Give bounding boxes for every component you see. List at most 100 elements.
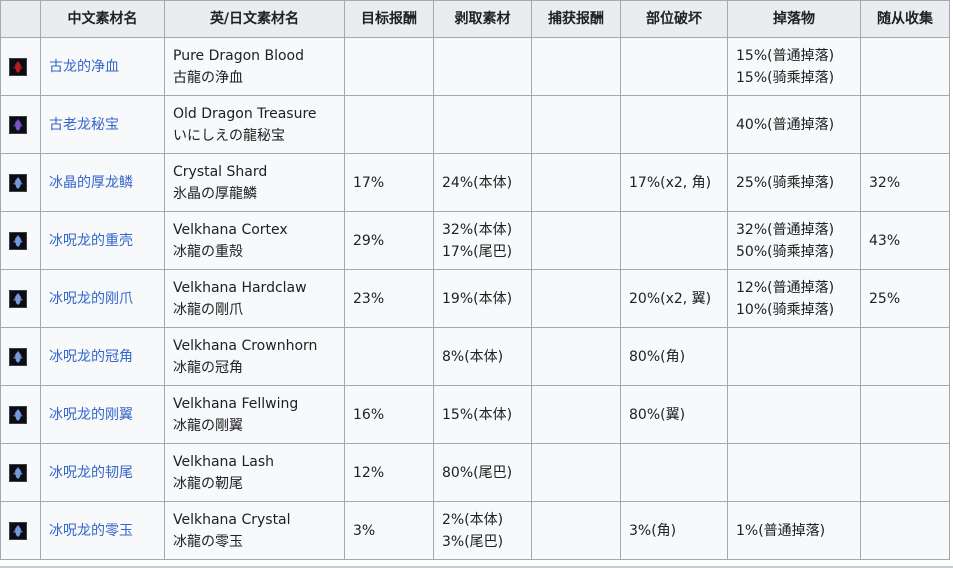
drop-cell: 40%(普通掉落) — [727, 95, 861, 154]
velkhana-fellwing-icon — [9, 405, 27, 424]
icon-cell — [0, 327, 41, 386]
palico-gather-cell — [860, 95, 950, 154]
material-link[interactable]: 冰呪龙的重壳 — [49, 232, 133, 249]
english-name: Pure Dragon Blood — [173, 47, 304, 64]
capture-reward-cell — [531, 269, 621, 328]
table-row: 冰呪龙的刚爪 Velkhana Hardclaw 冰龍の剛爪 23% 19%(本体) 20… — [0, 269, 950, 328]
capture-reward-cell — [531, 37, 621, 96]
table-body: 古龙的净血 Pure Dragon Blood 古龍の浄血 15%(普通掉落) 15%(… — [0, 37, 950, 560]
capture-reward-cell — [531, 385, 621, 444]
drop-cell-line: 25%(骑乘掉落) — [736, 174, 835, 191]
japanese-name: 冰龍の靭尾 — [173, 475, 243, 492]
zh-name-cell: 冰呪龙的韧尾 — [40, 443, 165, 502]
pure-dragon-blood-icon — [9, 57, 27, 76]
japanese-name: いにしえの龍秘宝 — [173, 127, 285, 144]
en-jp-name-cell: Velkhana Crownhorn 冰龍の冠角 — [164, 327, 345, 386]
en-jp-name-cell: Velkhana Fellwing 冰龍の剛翼 — [164, 385, 345, 444]
material-link[interactable]: 冰呪龙的刚爪 — [49, 290, 133, 307]
drop-cell: 15%(普通掉落) 15%(骑乘掉落) — [727, 37, 861, 96]
capture-reward-cell — [531, 95, 621, 154]
palico-gather-cell: 25% — [860, 269, 950, 328]
capture-reward-cell — [531, 327, 621, 386]
target-reward-cell: 3% — [344, 501, 434, 560]
drop-cell-line: 1%(普通掉落) — [736, 522, 826, 539]
icon-cell — [0, 443, 41, 502]
table-row: 冰晶的厚龙鳞 Crystal Shard 氷晶の厚龍鱗 17% 24%(本体) 17%(x… — [0, 153, 950, 212]
capture-reward-cell — [531, 211, 621, 270]
material-link[interactable]: 冰晶的厚龙鳞 — [49, 174, 133, 191]
table-row: 冰呪龙的重壳 Velkhana Cortex 冰龍の重殻 29% 32%(本体) 17%(… — [0, 211, 950, 270]
part-break-cell: 80%(翼) — [620, 385, 728, 444]
english-name: Crystal Shard — [173, 163, 268, 180]
carve-cell-line: 24%(本体) — [442, 174, 513, 191]
material-link[interactable]: 古龙的净血 — [49, 58, 119, 75]
palico-gather-cell — [860, 501, 950, 560]
japanese-name: 冰龍の重殻 — [173, 243, 243, 260]
english-name: Velkhana Lash — [173, 453, 275, 470]
material-link[interactable]: 古老龙秘宝 — [49, 116, 119, 133]
drop-cell — [727, 385, 861, 444]
header-zh-name: 中文素材名 — [40, 0, 165, 38]
en-jp-name-cell: Velkhana Hardclaw 冰龍の剛爪 — [164, 269, 345, 328]
target-reward-cell — [344, 327, 434, 386]
english-name: Velkhana Cortex — [173, 221, 288, 238]
material-link[interactable]: 冰呪龙的冠角 — [49, 348, 133, 365]
part-break-cell — [620, 211, 728, 270]
header-icon — [0, 0, 41, 38]
header-capture-reward: 捕获报酬 — [531, 0, 621, 38]
crystal-shard-icon — [9, 173, 27, 192]
japanese-name: 冰龍の剛翼 — [173, 417, 243, 434]
en-jp-name-cell: Crystal Shard 氷晶の厚龍鱗 — [164, 153, 345, 212]
part-break-cell — [620, 443, 728, 502]
carve-cell: 8%(本体) — [433, 327, 532, 386]
drop-cell — [727, 327, 861, 386]
icon-cell — [0, 211, 41, 270]
zh-name-cell: 冰晶的厚龙鳞 — [40, 153, 165, 212]
drop-cell: 25%(骑乘掉落) — [727, 153, 861, 212]
zh-name-cell: 冰呪龙的零玉 — [40, 501, 165, 560]
zh-name-cell: 冰呪龙的刚爪 — [40, 269, 165, 328]
table-row: 冰呪龙的零玉 Velkhana Crystal 冰龍の零玉 3% 2%(本体) 3%(尾巴… — [0, 501, 950, 560]
en-jp-name-cell: Velkhana Lash 冰龍の靭尾 — [164, 443, 345, 502]
palico-gather-cell: 43% — [860, 211, 950, 270]
velkhana-hardclaw-icon — [9, 289, 27, 308]
drop-cell: 32%(普通掉落) 50%(骑乘掉落) — [727, 211, 861, 270]
palico-gather-cell — [860, 37, 950, 96]
capture-reward-cell — [531, 153, 621, 212]
table-row: 冰呪龙的刚翼 Velkhana Fellwing 冰龍の剛翼 16% 15%(本体) 80… — [0, 385, 950, 444]
target-reward-cell: 16% — [344, 385, 434, 444]
palico-gather-cell — [860, 443, 950, 502]
drop-cell-line: 50%(骑乘掉落) — [736, 243, 835, 260]
carve-cell: 2%(本体) 3%(尾巴) — [433, 501, 532, 560]
en-jp-name-cell: Old Dragon Treasure いにしえの龍秘宝 — [164, 95, 345, 154]
icon-cell — [0, 501, 41, 560]
drop-cell-line: 40%(普通掉落) — [736, 116, 835, 133]
icon-cell — [0, 37, 41, 96]
carve-cell-line: 8%(本体) — [442, 348, 504, 365]
table-row: 古龙的净血 Pure Dragon Blood 古龍の浄血 15%(普通掉落) 15%(… — [0, 37, 950, 96]
zh-name-cell: 古老龙秘宝 — [40, 95, 165, 154]
material-link[interactable]: 冰呪龙的刚翼 — [49, 406, 133, 423]
part-break-cell — [620, 95, 728, 154]
drop-cell: 12%(普通掉落) 10%(骑乘掉落) — [727, 269, 861, 328]
material-link[interactable]: 冰呪龙的韧尾 — [49, 464, 133, 481]
palico-gather-cell — [860, 385, 950, 444]
english-name: Velkhana Hardclaw — [173, 279, 307, 296]
icon-cell — [0, 95, 41, 154]
carve-cell: 80%(尾巴) — [433, 443, 532, 502]
zh-name-cell: 冰呪龙的冠角 — [40, 327, 165, 386]
carve-cell — [433, 95, 532, 154]
material-link[interactable]: 冰呪龙的零玉 — [49, 522, 133, 539]
header-part-break: 部位破坏 — [620, 0, 728, 38]
carve-cell: 19%(本体) — [433, 269, 532, 328]
japanese-name: 古龍の浄血 — [173, 69, 243, 86]
target-reward-cell: 12% — [344, 443, 434, 502]
table-row: 冰呪龙的冠角 Velkhana Crownhorn 冰龍の冠角 8%(本体) 80%(角… — [0, 327, 950, 386]
header-palico-gather: 随从收集 — [860, 0, 950, 38]
icon-cell — [0, 269, 41, 328]
target-reward-cell — [344, 95, 434, 154]
japanese-name: 冰龍の剛爪 — [173, 301, 243, 318]
en-jp-name-cell: Pure Dragon Blood 古龍の浄血 — [164, 37, 345, 96]
japanese-name: 氷晶の厚龍鱗 — [173, 185, 257, 202]
